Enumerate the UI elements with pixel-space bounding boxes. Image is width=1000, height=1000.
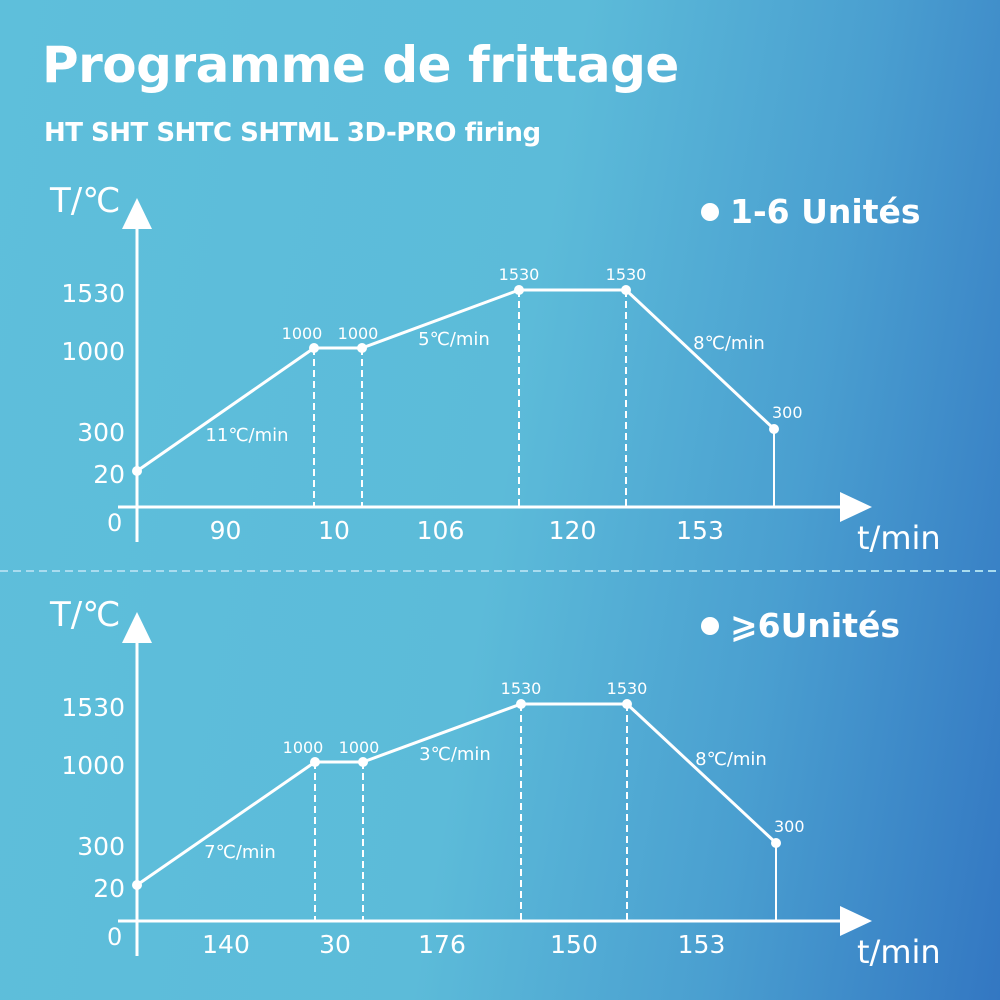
duration-label: 30 [319, 930, 351, 959]
point-label: 300 [772, 403, 803, 422]
duration-label: 153 [676, 516, 724, 545]
y-axis-arrow-icon [122, 198, 152, 229]
y-tick-label: 1530 [61, 693, 125, 722]
data-point [309, 343, 319, 353]
y-tick-label: 300 [77, 418, 125, 447]
data-point [310, 757, 320, 767]
data-point [132, 466, 142, 476]
y-tick-label: 20 [93, 874, 125, 903]
legend-bullet-icon [701, 617, 719, 635]
y-tick-label: 0 [107, 923, 122, 951]
rate-label: 8℃/min [695, 749, 767, 770]
duration-label: 90 [210, 516, 242, 545]
point-label: 1530 [607, 679, 648, 698]
y-tick-label: 1000 [61, 751, 125, 780]
y-tick-label: 20 [93, 460, 125, 489]
page-title: Programme de frittage [42, 36, 679, 94]
y-tick-label: 300 [77, 832, 125, 861]
rate-label: 7℃/min [204, 842, 276, 863]
duration-label: 153 [678, 930, 726, 959]
data-point [622, 699, 632, 709]
rate-label: 5℃/min [418, 329, 490, 350]
duration-label: 140 [202, 930, 250, 959]
data-point [357, 343, 367, 353]
firing-curve [136, 702, 778, 887]
duration-label: 176 [418, 930, 466, 959]
data-point [358, 757, 368, 767]
point-label: 1530 [499, 265, 540, 284]
x-axis-arrow-icon [840, 906, 872, 936]
duration-label: 10 [318, 516, 350, 545]
firing-curve [136, 288, 776, 473]
data-point [514, 285, 524, 295]
data-point [771, 838, 781, 848]
point-label: 1000 [339, 738, 380, 757]
duration-label: 120 [549, 516, 597, 545]
x-axis-label: t/min [857, 519, 941, 557]
duration-label: 150 [550, 930, 598, 959]
page-subtitle: HT SHT SHTC SHTML 3D-PRO firing [44, 118, 541, 148]
x-axis-label: t/min [857, 933, 941, 971]
data-point [621, 285, 631, 295]
point-label: 300 [774, 817, 805, 836]
legend-bullet-icon [701, 203, 719, 221]
y-axis-label: T/℃ [49, 181, 120, 221]
rate-label: 11℃/min [205, 425, 288, 446]
point-label: 1000 [338, 324, 379, 343]
point-label: 1000 [282, 324, 323, 343]
y-tick-label: 0 [107, 509, 122, 537]
point-label: 1530 [501, 679, 542, 698]
rate-label: 8℃/min [693, 333, 765, 354]
data-point [516, 699, 526, 709]
data-point [769, 424, 779, 434]
y-axis-arrow-icon [122, 612, 152, 643]
y-axis-label: T/℃ [49, 595, 120, 635]
point-label: 1000 [283, 738, 324, 757]
rate-label: 3℃/min [419, 744, 491, 765]
point-label: 1530 [606, 265, 647, 284]
legend-label: ⩾6Unités [730, 606, 900, 645]
y-tick-label: 1530 [61, 279, 125, 308]
legend-label: 1-6 Unités [730, 192, 921, 231]
x-axis-arrow-icon [840, 492, 872, 522]
y-tick-label: 1000 [61, 337, 125, 366]
data-point [132, 880, 142, 890]
duration-label: 106 [417, 516, 465, 545]
